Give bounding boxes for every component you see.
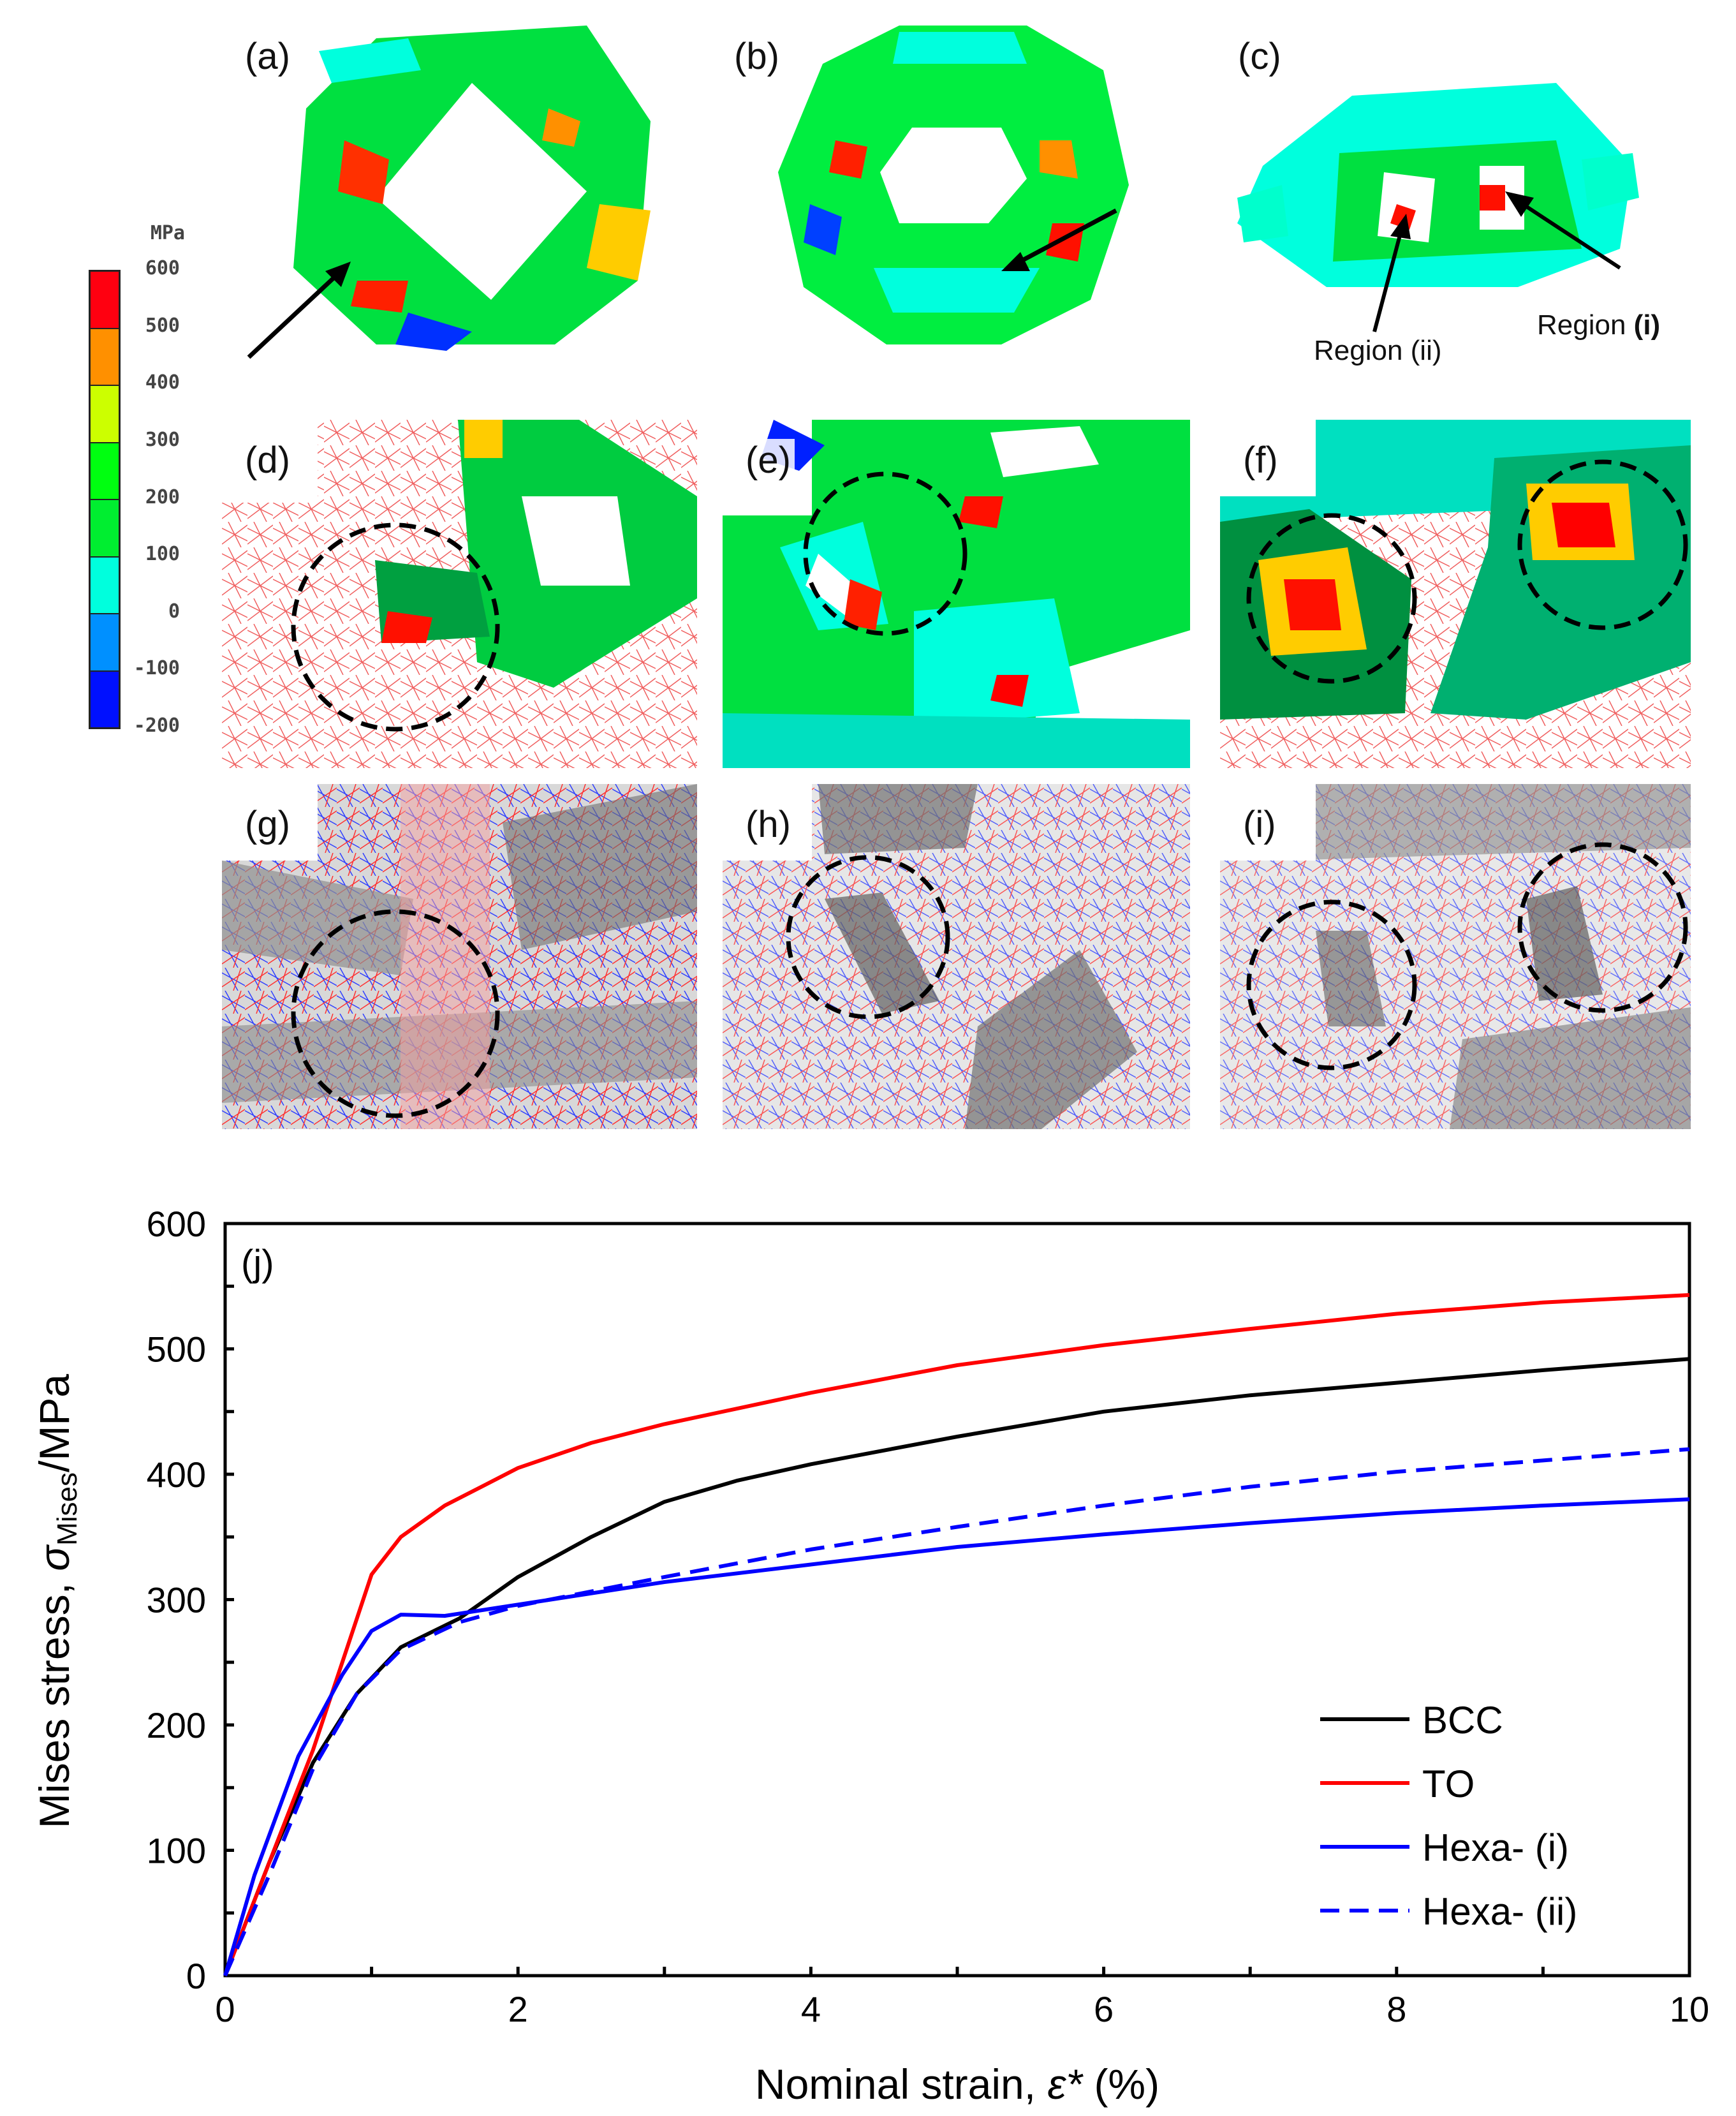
panel-label-i: (i): [1239, 803, 1280, 846]
y-label-sigma: σ: [31, 1544, 78, 1571]
colorbar-band: [91, 441, 119, 499]
x-tick-label: 6: [1094, 1989, 1114, 2029]
x-label-epsilon: ε*: [1047, 2061, 1084, 2108]
series-line-to: [223, 1293, 1690, 1977]
panel-d: (d): [222, 420, 697, 768]
colorbar-tick-label: 600: [145, 257, 180, 279]
series-line-bcc: [223, 1357, 1690, 1977]
panel-label-a: (a): [241, 35, 294, 78]
x-tick-label: 0: [215, 1989, 235, 2029]
arrow-a: [247, 262, 351, 359]
region-i-prefix: Region: [1537, 309, 1634, 341]
y-tick-label: 300: [147, 1580, 206, 1620]
panel-f: (f): [1220, 420, 1691, 768]
panel-label-d: (d): [241, 439, 294, 482]
y-label-text: Mises stress,: [31, 1571, 78, 1828]
colorbar-tick-label: 0: [168, 600, 180, 623]
colorbar-band: [91, 556, 119, 613]
colorbar: [89, 270, 121, 729]
panel-h: (h): [723, 784, 1190, 1129]
colorbar-tick-label: 400: [145, 371, 180, 394]
y-tick-label: 400: [147, 1454, 206, 1495]
panel-label-f: (f): [1239, 439, 1282, 482]
panel-label-h: (h): [742, 803, 795, 846]
legend-label: TO: [1422, 1763, 1475, 1805]
region-i-numeral: (i): [1633, 309, 1661, 341]
legend-label: Hexa- (i): [1422, 1826, 1569, 1869]
x-tick-label: 2: [508, 1989, 528, 2029]
colorbar-tick-label: 300: [145, 428, 180, 451]
y-tick-label: 500: [147, 1329, 206, 1370]
arrow-b: [1001, 208, 1117, 271]
chart-panel-label: (j): [241, 1243, 274, 1284]
region-ii-label: Region (ii): [1314, 335, 1442, 366]
panel-label-b: (b): [730, 35, 783, 78]
colorbar-band: [91, 327, 119, 385]
y-tick-label: 100: [147, 1831, 206, 1871]
arrow-c-i: [1505, 191, 1621, 270]
series-line-hexa-ii-: [223, 1447, 1690, 1977]
colorbar-band: [91, 670, 119, 727]
colorbar-tick-label: 100: [145, 543, 180, 566]
colorbar-unit: MPa: [150, 222, 185, 244]
x-label-text: Nominal strain,: [755, 2061, 1048, 2108]
panel-c-hexa-stress: [1225, 57, 1665, 313]
y-axis-label: Mises stress, σMises/MPa: [31, 1374, 83, 1828]
x-tick-label: 8: [1387, 1989, 1406, 2029]
colorbar-band: [91, 385, 119, 442]
y-label-subscript: Mises: [52, 1472, 83, 1546]
panel-e: (e): [723, 420, 1190, 768]
panel-label-c: (c): [1234, 35, 1285, 78]
panel-label-g: (g): [241, 803, 294, 846]
panel-b-to-stress: [772, 13, 1135, 351]
colorbar-band: [91, 613, 119, 670]
colorbar-band: [91, 272, 119, 328]
x-axis-label: Nominal strain, ε* (%): [755, 2061, 1159, 2108]
y-tick-label: 600: [147, 1204, 206, 1244]
x-tick-label: 4: [801, 1989, 821, 2029]
panel-g: (g): [222, 784, 697, 1129]
colorbar-band: [91, 499, 119, 556]
region-i-label: Region (i): [1537, 309, 1660, 341]
colorbar-tick-label: -100: [133, 657, 180, 680]
colorbar-tick-label: -200: [133, 714, 180, 737]
panel-a-bcc-stress: [281, 13, 663, 357]
y-label-unit: /MPa: [31, 1374, 78, 1472]
x-tick-label: 10: [1670, 1989, 1709, 2029]
x-label-unit: (%): [1082, 2061, 1159, 2108]
panel-label-e: (e): [742, 439, 795, 482]
arrow-c-ii: [1372, 214, 1411, 332]
y-tick-label: 200: [147, 1705, 206, 1745]
colorbar-tick-label: 500: [145, 314, 180, 337]
y-tick-label: 0: [186, 1956, 206, 1996]
legend-label: BCC: [1422, 1699, 1503, 1742]
legend-label: Hexa- (ii): [1422, 1890, 1577, 1933]
panel-i: (i): [1220, 784, 1691, 1129]
colorbar-tick-label: 200: [145, 485, 180, 508]
